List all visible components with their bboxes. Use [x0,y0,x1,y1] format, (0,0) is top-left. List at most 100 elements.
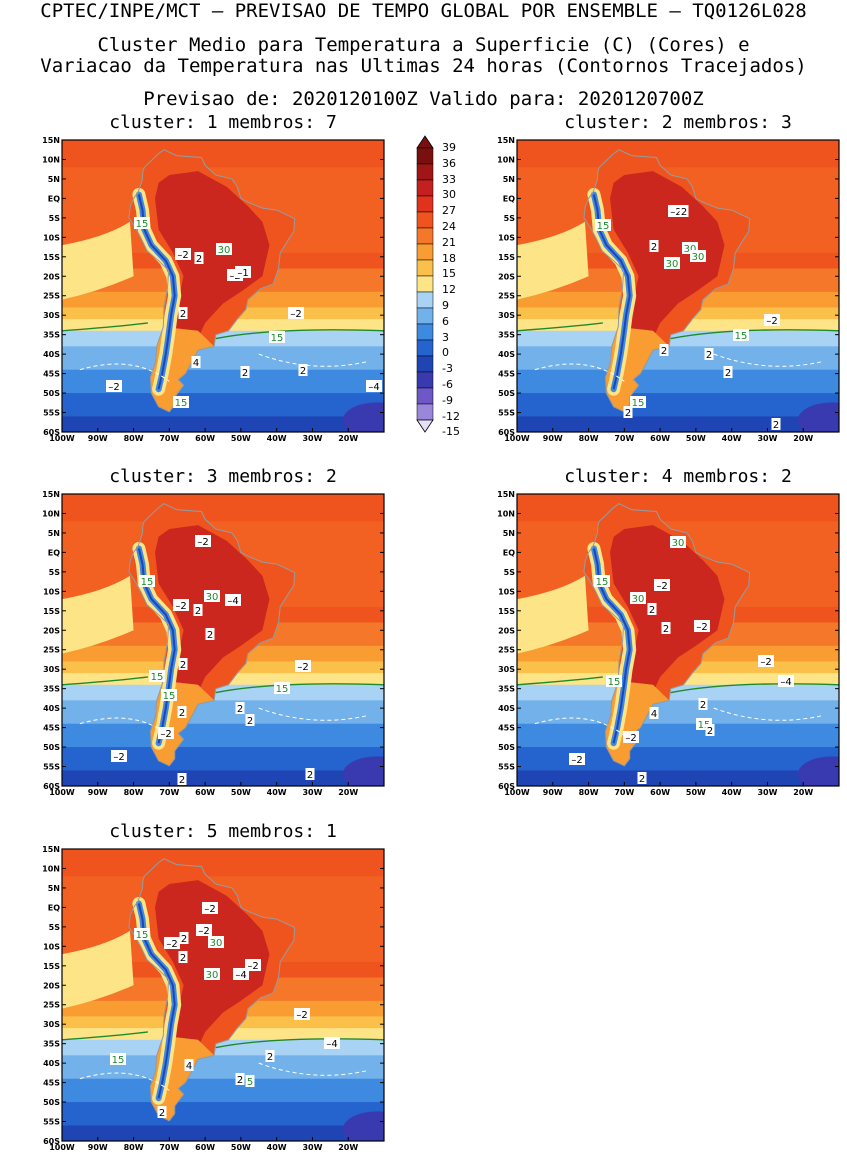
contour-label: 15 [271,333,284,344]
lat-label: 15S [498,607,515,616]
contour-label: 30 [684,244,697,255]
lat-label: 10N [42,509,60,518]
contour-label: 2 [159,1108,165,1119]
contour-label: –2 [296,1010,307,1021]
contour-label: –2 [696,622,707,633]
map-panel-cluster-3: 15N 10N 5N EQ 5S 10S 15S 20S 25S 30S 35S 40S 45S 50S 5… [42,490,385,797]
lat-label: 5S [49,214,61,223]
lat-label: 50S [43,743,60,752]
colorbar-label: 39 [442,141,456,154]
subtitle-line-1: Cluster Medio para Temperatura a Superfi… [97,34,750,56]
temperature-colorbar [416,135,434,433]
contour-label-bg [164,937,180,949]
contour-label: 2 [773,420,779,431]
temperature-band-9 [517,770,839,786]
lon-label: 70W [159,1143,179,1152]
contour-label: 15 [141,577,154,588]
contour-label-bg [139,575,155,587]
lat-label: 55S [43,1118,60,1127]
contour-label-bg [240,366,250,378]
map-panel-cluster-2: 15N 10N 5N EQ 5S 10S 15S 20S 25S 30S 35S 40S 45S 50S 5… [497,136,840,443]
lat-label: 15N [42,845,60,854]
contour-label-bg [245,1075,255,1087]
contour-label: –2 [297,662,308,673]
temperature-band-8 [62,747,384,772]
panel-title-cluster-2: cluster: 2 membros: 3 [564,112,792,133]
lon-label: 20W [338,1143,358,1152]
variation-contours [79,353,367,382]
contour-label: 2 [237,1075,243,1086]
lon-label: 20W [338,434,358,443]
colorbar-label: 0 [442,346,449,360]
contour-label-bg [204,968,220,980]
temperature-band-8 [517,747,839,772]
contour-label: 2 [625,408,631,419]
lat-label: 45S [43,370,60,379]
contour-label: –4 [326,1039,337,1050]
contour-label: 2 [300,366,306,377]
lat-label: EQ [48,903,60,912]
lon-label: 20W [338,788,358,797]
contour-label-bg [173,396,189,408]
contour-label-bg [195,535,211,547]
lat-label: 50S [43,389,60,398]
contour-label-bg [158,727,174,739]
pacific-cool-tongue [62,930,134,1009]
temperature-band-9 [62,770,384,786]
contour-label: 2 [267,1052,273,1063]
contour-label: 4 [651,709,657,720]
lat-label: 10S [498,233,515,242]
contour-label: 30 [218,245,231,256]
lat-label: 15S [43,253,60,262]
lat-label: 30S [43,311,60,320]
lat-label: 5S [504,214,516,223]
colorbar-bottom-arrow [416,419,434,433]
contour-label: –2 [760,657,771,668]
lon-label: 40W [722,788,742,797]
lat-label: 35S [43,1040,60,1049]
contour-label-bg [179,932,189,944]
lon-label: 60W [195,434,215,443]
lat-label: 40S [43,350,60,359]
map-frame [61,493,385,787]
contour-label: –2 [204,904,215,915]
contour-label-bg [161,689,177,701]
contour-label-bg [647,603,657,615]
lon-label: 80W [124,434,144,443]
contour-label-bg [106,380,122,392]
lat-label: 20S [498,626,515,635]
contour-15c [62,322,384,340]
contour-label: –2 [656,581,667,592]
lat-label: 55S [498,409,515,418]
contour-label: 15 [136,930,149,941]
contour-label-bg [202,902,218,914]
colorbar-label: 12 [442,283,456,297]
contour-label: –2 [197,537,208,548]
contour-label: –4 [227,596,238,607]
temperature-band-8 [62,393,384,418]
lat-label: 35S [498,331,515,340]
lat-label: 10S [498,587,515,596]
lat-label: 50S [498,389,515,398]
colorbar-label: 24 [442,220,456,233]
lat-label: 45S [43,724,60,733]
contour-label: 15 [632,398,645,409]
cold-anomaly [797,402,839,432]
lat-label: 40S [498,704,515,713]
contour-15c [517,676,839,694]
contour-label-bg [177,706,187,718]
contour-label-bg [698,698,708,710]
temperature-band-8 [517,393,839,418]
lat-label: 15N [42,136,60,145]
contour-label-bg [654,579,670,591]
contour-label-bg [177,773,187,785]
temperature-band-8 [62,1102,384,1127]
contour-label-bg [733,329,749,341]
lat-label: EQ [503,548,515,557]
contour-label: 2 [181,934,187,945]
coastline [583,149,751,413]
colorbar-segment [416,195,434,213]
lon-label: 50W [686,788,706,797]
contour-label: 2 [706,350,712,361]
lat-label: 15S [43,607,60,616]
